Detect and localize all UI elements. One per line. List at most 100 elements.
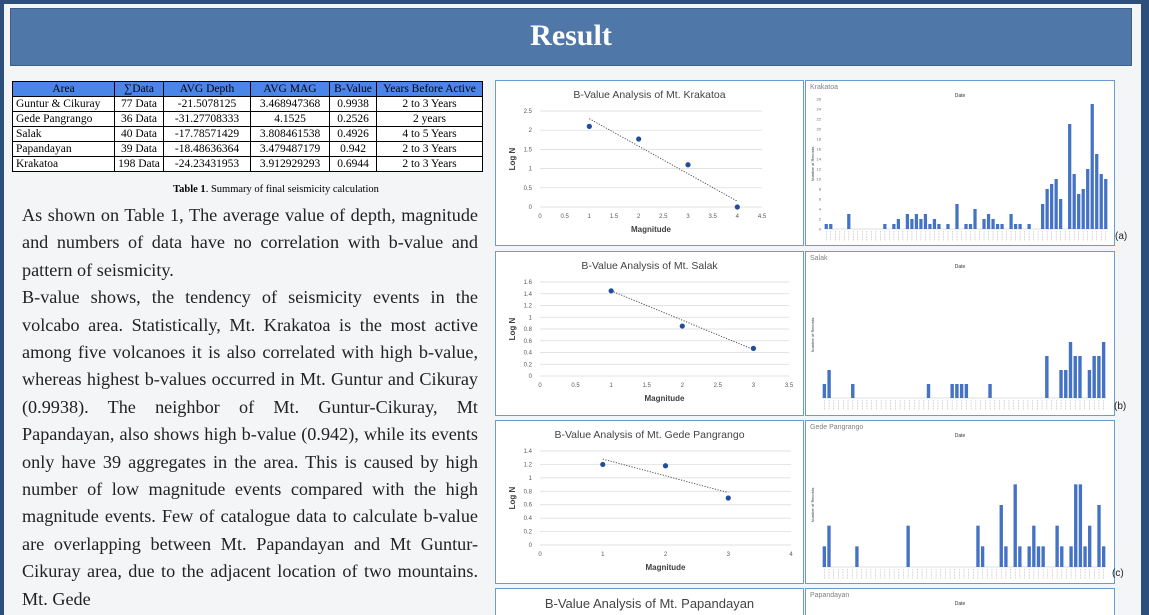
y-tick-label: 0.4 — [524, 351, 533, 357]
histogram-title: Papandayan — [810, 592, 850, 599]
histogram-bar — [976, 525, 980, 567]
histogram-bar — [1064, 370, 1068, 398]
data-point — [734, 204, 740, 210]
table-cell: -24.23431953 — [163, 156, 251, 172]
histogram-bar — [892, 224, 896, 229]
y-tick-label: 1.4 — [524, 292, 533, 298]
table-cell: -17.78571429 — [163, 126, 251, 142]
figure-tag-b: (b) — [1114, 401, 1127, 412]
histogram-bar — [1009, 214, 1013, 229]
y-axis-label: Log N — [508, 317, 517, 340]
table-caption: Table 1. Summary of final seismicity cal… — [12, 184, 540, 195]
figure-tag-a: (a) — [1115, 231, 1128, 242]
table-cell: 3.912929293 — [250, 156, 330, 172]
column-header: AVG MAG — [250, 81, 330, 97]
x-tick-label: 4.5 — [758, 214, 767, 220]
histogram-bar — [968, 224, 973, 229]
page-title: Result — [530, 19, 612, 52]
x-axis-label: Magnitude — [631, 225, 672, 234]
x-tick-label: 2.5 — [714, 383, 723, 389]
table-row: Guntur & Cikuray 77 Data -21.5078125 3.4… — [12, 96, 483, 112]
chart-title: B-Value Analysis of Mt. Krakatoa — [573, 89, 726, 101]
table-row: Gede Pangrango 36 Data -31.27708333 4.15… — [12, 111, 483, 127]
histogram-x-title: Date — [954, 93, 966, 99]
chart-title: B-Value Analysis of Mt. Salak — [581, 260, 718, 272]
chart-panel-papandayan: B-Value Analysis of Mt. Papandayan — [495, 588, 804, 615]
y-tick-label: 0.4 — [524, 516, 533, 522]
histogram-bar — [1004, 546, 1008, 567]
summary-table: Area ∑Data AVG Depth AVG MAG B-Value Yea… — [12, 81, 483, 172]
y-tick-label: 0.5 — [524, 186, 533, 192]
data-point — [586, 123, 592, 129]
x-tick-label: 1 — [588, 214, 592, 220]
histogram-bar — [1027, 224, 1031, 229]
column-header: ∑Data — [114, 81, 164, 97]
x-tick-label: 0 — [538, 214, 542, 220]
histogram-bar — [1054, 179, 1058, 229]
table-cell: -18.48636364 — [163, 141, 251, 157]
histogram-bar — [1000, 224, 1004, 229]
data-point — [600, 461, 606, 468]
table-cell: 4.1525 — [250, 111, 330, 127]
table-cell: -31.27708333 — [163, 111, 251, 127]
table-cell: 2 to 3 Years — [376, 96, 483, 112]
table-cell: 2 to 3 Years — [376, 141, 483, 157]
histogram-bar — [1059, 199, 1063, 229]
histogram-bar — [928, 224, 932, 229]
y-tick-label: 0.8 — [524, 489, 533, 495]
histogram-bar — [1078, 484, 1083, 567]
histogram-gede-pangrango: Number of Records — [810, 484, 1106, 579]
table-cell: 36 Data — [114, 111, 164, 127]
y-tick-label: 1 — [529, 315, 533, 321]
histogram-salak: Number of Records — [810, 318, 1106, 410]
header-bar: Result — [10, 8, 1132, 66]
data-point — [636, 136, 642, 142]
histogram-bar — [1077, 194, 1081, 229]
histogram-bar — [822, 384, 827, 398]
y-tick-label: 26 — [817, 97, 822, 102]
x-tick-label: 3 — [752, 383, 756, 389]
x-axis-label: Magnitude — [646, 563, 687, 572]
histogram-bar — [1097, 356, 1101, 398]
y-tick-label: 12 — [817, 167, 822, 172]
table-row: Krakatoa 198 Data -24.23431953 3.9129292… — [12, 156, 483, 172]
histogram-bar — [1032, 525, 1036, 567]
histogram-bar — [1087, 370, 1092, 398]
y-tick-label: 1 — [529, 167, 533, 173]
histogram-bar — [1097, 505, 1101, 567]
table-cell: Guntur & Cikuray — [12, 96, 115, 112]
y-tick-label: 4 — [819, 207, 822, 212]
chart-panel-gede-pangrango: B-Value Analysis of Mt. Gede Pangrango 0… — [495, 420, 804, 584]
y-tick-label: 2.5 — [524, 109, 533, 115]
table-cell: Krakatoa — [12, 156, 115, 172]
table-cell: 0.6944 — [329, 156, 377, 172]
x-tick-label: 0 — [538, 552, 542, 558]
table-row: Papandayan 39 Data -18.48636364 3.479487… — [12, 141, 483, 157]
chart-panel-salak: B-Value Analysis of Mt. Salak 0 0.2 0.4 0.6… — [495, 251, 804, 416]
frame-right — [1141, 0, 1149, 615]
histogram-bar — [1101, 342, 1106, 398]
y-axis-label: Number of Records — [810, 318, 815, 353]
table-cell: 0.9938 — [329, 96, 377, 112]
histogram-bar — [827, 370, 831, 398]
table-cell: 0.4926 — [329, 126, 377, 142]
data-point — [608, 288, 614, 294]
histogram-bar — [1055, 525, 1059, 567]
x-tick-label: 3.5 — [785, 383, 794, 389]
histogram-bar — [1072, 174, 1076, 229]
trendline — [602, 458, 729, 494]
histogram-title: Krakatoa — [810, 84, 839, 91]
chart-title: B-Value Analysis of Mt. Gede Pangrango — [554, 429, 745, 441]
chart-panel-krakatoa: B-Value Analysis of Mt. Krakatoa 0 0.5 1 1.… — [495, 80, 804, 246]
histogram-bar — [1086, 169, 1090, 229]
y-axis-label: Log N — [508, 486, 517, 509]
y-tick-label: 2 — [529, 128, 533, 134]
table-cell: 3.468947368 — [250, 96, 330, 112]
y-tick-label: 1.2 — [524, 304, 533, 310]
histogram-bar — [1095, 154, 1099, 229]
y-tick-label: 16 — [817, 147, 822, 152]
histogram-bar — [906, 525, 910, 567]
y-tick-label: 1 — [529, 476, 533, 482]
data-point — [685, 162, 691, 168]
